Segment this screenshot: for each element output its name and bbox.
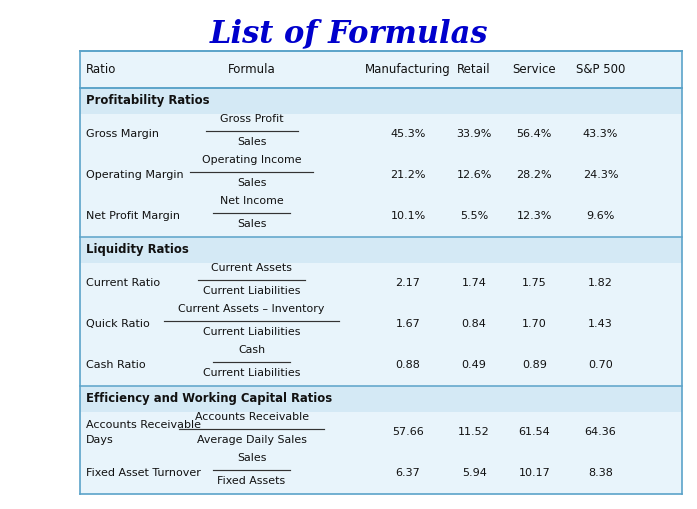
- Text: Current Assets: Current Assets: [211, 263, 292, 273]
- Text: Current Liabilities: Current Liabilities: [203, 369, 300, 378]
- Text: Sales: Sales: [237, 219, 266, 229]
- Text: Accounts Receivable: Accounts Receivable: [86, 420, 201, 430]
- Text: Quick Ratio: Quick Ratio: [86, 319, 150, 329]
- Text: 12.3%: 12.3%: [516, 211, 552, 221]
- Text: Net Income: Net Income: [220, 196, 284, 206]
- Text: 0.89: 0.89: [522, 360, 546, 370]
- Text: 43.3%: 43.3%: [583, 129, 618, 139]
- Text: 2.17: 2.17: [395, 278, 420, 288]
- Text: Current Assets – Inventory: Current Assets – Inventory: [178, 304, 325, 315]
- Text: Current Liabilities: Current Liabilities: [203, 286, 300, 296]
- Text: 8.38: 8.38: [588, 468, 613, 478]
- Text: Cash: Cash: [238, 346, 265, 355]
- FancyBboxPatch shape: [80, 51, 682, 494]
- Text: 28.2%: 28.2%: [516, 170, 552, 180]
- Text: 10.17: 10.17: [519, 468, 550, 478]
- Text: Service: Service: [512, 63, 556, 76]
- Text: Days: Days: [86, 435, 114, 444]
- Text: Gross Margin: Gross Margin: [86, 129, 159, 139]
- Text: 10.1%: 10.1%: [390, 211, 426, 221]
- Text: 57.66: 57.66: [392, 427, 424, 437]
- Text: 9.6%: 9.6%: [586, 211, 615, 221]
- Text: Manufacturing: Manufacturing: [365, 63, 451, 76]
- Text: 0.88: 0.88: [395, 360, 420, 370]
- Text: 64.36: 64.36: [585, 427, 616, 437]
- Text: 1.67: 1.67: [396, 319, 420, 329]
- Text: Current Ratio: Current Ratio: [86, 278, 160, 288]
- Text: S&P 500: S&P 500: [576, 63, 625, 76]
- Text: Gross Profit: Gross Profit: [220, 115, 284, 124]
- Text: 6.37: 6.37: [396, 468, 420, 478]
- Text: Accounts Receivable: Accounts Receivable: [194, 412, 309, 422]
- Text: 45.3%: 45.3%: [390, 129, 426, 139]
- Text: Efficiency and Working Capital Ratios: Efficiency and Working Capital Ratios: [86, 392, 332, 405]
- Text: 61.54: 61.54: [519, 427, 550, 437]
- Text: 33.9%: 33.9%: [457, 129, 492, 139]
- Text: 0.49: 0.49: [461, 360, 487, 370]
- Text: Current Liabilities: Current Liabilities: [203, 327, 300, 337]
- Text: Operating Income: Operating Income: [201, 155, 301, 165]
- Text: Ratio: Ratio: [86, 63, 116, 76]
- Text: 56.4%: 56.4%: [516, 129, 552, 139]
- Text: Retail: Retail: [457, 63, 491, 76]
- Text: Average Daily Sales: Average Daily Sales: [197, 435, 307, 445]
- Text: Sales: Sales: [237, 137, 266, 147]
- Text: 12.6%: 12.6%: [457, 170, 492, 180]
- Text: Cash Ratio: Cash Ratio: [86, 360, 146, 370]
- Text: 24.3%: 24.3%: [583, 170, 618, 180]
- FancyBboxPatch shape: [80, 237, 682, 263]
- Text: Fixed Assets: Fixed Assets: [217, 476, 286, 487]
- Text: Sales: Sales: [237, 454, 266, 464]
- Text: Fixed Asset Turnover: Fixed Asset Turnover: [86, 468, 201, 478]
- Text: 1.43: 1.43: [588, 319, 613, 329]
- Text: 1.82: 1.82: [588, 278, 613, 288]
- Text: Formula: Formula: [228, 63, 275, 76]
- Text: 1.74: 1.74: [461, 278, 487, 288]
- Text: Sales: Sales: [237, 178, 266, 188]
- Text: 11.52: 11.52: [458, 427, 490, 437]
- Text: Liquidity Ratios: Liquidity Ratios: [86, 243, 189, 256]
- Text: 21.2%: 21.2%: [390, 170, 426, 180]
- Text: 0.84: 0.84: [461, 319, 487, 329]
- Text: 0.70: 0.70: [588, 360, 613, 370]
- Text: 5.94: 5.94: [461, 468, 487, 478]
- FancyBboxPatch shape: [80, 88, 682, 114]
- Text: Operating Margin: Operating Margin: [86, 170, 184, 180]
- Text: Profitability Ratios: Profitability Ratios: [86, 94, 210, 107]
- Text: Net Profit Margin: Net Profit Margin: [86, 211, 180, 221]
- Text: 1.75: 1.75: [522, 278, 546, 288]
- Text: List of Formulas: List of Formulas: [209, 18, 488, 49]
- Text: 1.70: 1.70: [522, 319, 546, 329]
- Text: 5.5%: 5.5%: [460, 211, 489, 221]
- FancyBboxPatch shape: [80, 386, 682, 412]
